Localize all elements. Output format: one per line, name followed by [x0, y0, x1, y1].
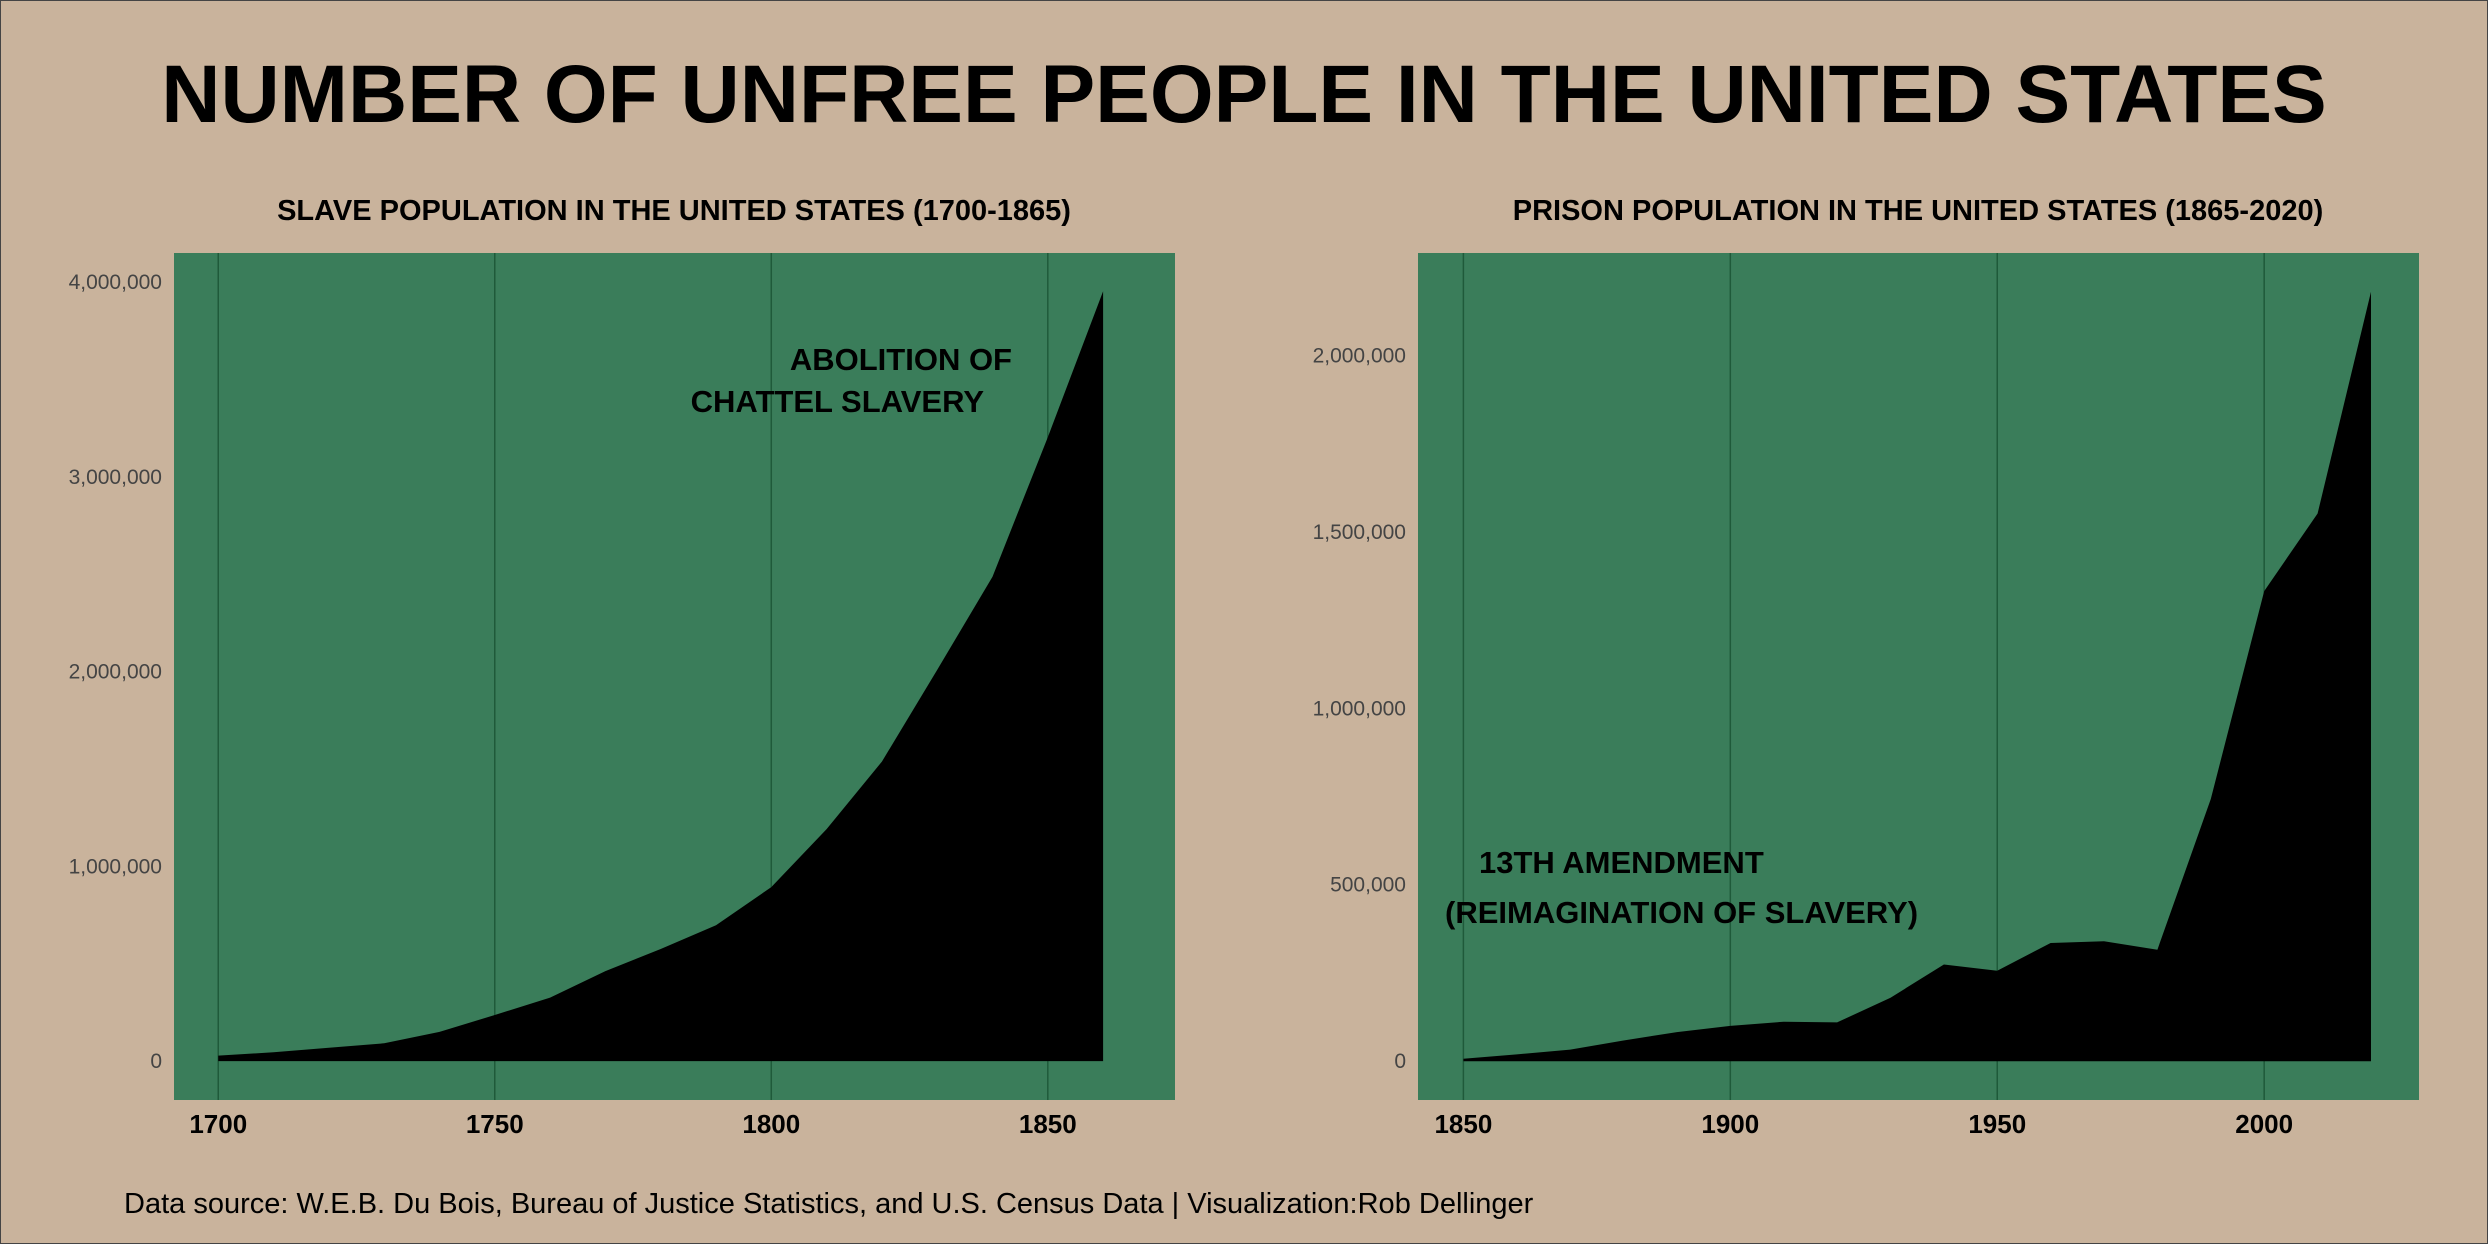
page-title: NUMBER OF UNFREE PEOPLE IN THE UNITED ST…	[161, 49, 2327, 140]
y-tick-label: 1,500,000	[1313, 521, 1406, 544]
data-point	[1676, 1032, 1677, 1033]
data-point	[1516, 1054, 1517, 1055]
y-tick-label: 0	[150, 1050, 162, 1073]
x-tick-label: 1750	[466, 1109, 524, 1139]
data-point	[1997, 970, 1998, 971]
data-point	[273, 1052, 274, 1053]
data-point	[2210, 798, 2211, 799]
data-point	[328, 1047, 329, 1048]
area-series	[1463, 291, 2371, 1062]
data-point	[992, 576, 993, 577]
data-point	[2317, 513, 2318, 514]
y-tick-label: 4,000,000	[69, 271, 162, 294]
chart-1: SLAVE POPULATION IN THE UNITED STATES (1…	[69, 195, 1175, 1139]
chart-2: PRISON POPULATION IN THE UNITED STATES (…	[1313, 195, 2419, 1139]
data-point	[1623, 1040, 1624, 1041]
data-point	[715, 925, 716, 926]
annotation-text: (REIMAGINATION OF SLAVERY)	[1445, 895, 1918, 930]
data-point	[2157, 949, 2158, 950]
data-point	[439, 1031, 440, 1032]
data-point	[605, 971, 606, 972]
y-tick-label: 2,000,000	[69, 661, 162, 684]
data-point	[1047, 437, 1048, 438]
data-point	[494, 1015, 495, 1016]
annotation-text: ABOLITION OF	[790, 342, 1012, 377]
data-point	[218, 1055, 219, 1056]
y-tick-label: 2,000,000	[1313, 344, 1406, 367]
data-point	[384, 1043, 385, 1044]
data-point	[937, 669, 938, 670]
data-point	[1730, 1025, 1731, 1026]
data-point	[1890, 997, 1891, 998]
chart-title: SLAVE POPULATION IN THE UNITED STATES (1…	[277, 195, 1071, 227]
annotation-text: 13TH AMENDMENT	[1479, 845, 1764, 880]
y-tick-label: 500,000	[1330, 874, 1406, 897]
x-tick-label: 1850	[1434, 1109, 1492, 1139]
area-series	[218, 291, 1104, 1062]
data-point	[550, 997, 551, 998]
data-point	[2050, 942, 2051, 943]
x-tick-label: 1850	[1019, 1109, 1077, 1139]
data-point	[1783, 1021, 1784, 1022]
data-point	[1837, 1022, 1838, 1023]
data-point	[1943, 964, 1944, 965]
data-source-footer: Data source: W.E.B. Du Bois, Bureau of J…	[124, 1188, 1534, 1220]
data-point	[2104, 941, 2105, 942]
y-tick-label: 0	[1394, 1050, 1406, 1073]
x-tick-label: 1800	[742, 1109, 800, 1139]
y-tick-label: 1,000,000	[1313, 697, 1406, 720]
data-point	[1570, 1049, 1571, 1050]
annotation-text: CHATTEL SLAVERY	[691, 384, 985, 419]
y-tick-label: 3,000,000	[69, 466, 162, 489]
x-tick-label: 1700	[189, 1109, 247, 1139]
data-point	[881, 761, 882, 762]
x-tick-label: 1950	[1968, 1109, 2026, 1139]
y-tick-label: 1,000,000	[69, 855, 162, 878]
data-point	[771, 887, 772, 888]
data-point	[2264, 591, 2265, 592]
chart-title: PRISON POPULATION IN THE UNITED STATES (…	[1513, 195, 2324, 227]
data-point	[2370, 291, 2371, 292]
x-tick-label: 2000	[2235, 1109, 2293, 1139]
x-tick-label: 1900	[1701, 1109, 1759, 1139]
data-point	[826, 829, 827, 830]
data-point	[1103, 291, 1104, 292]
data-point	[1463, 1058, 1464, 1059]
data-point	[660, 949, 661, 950]
